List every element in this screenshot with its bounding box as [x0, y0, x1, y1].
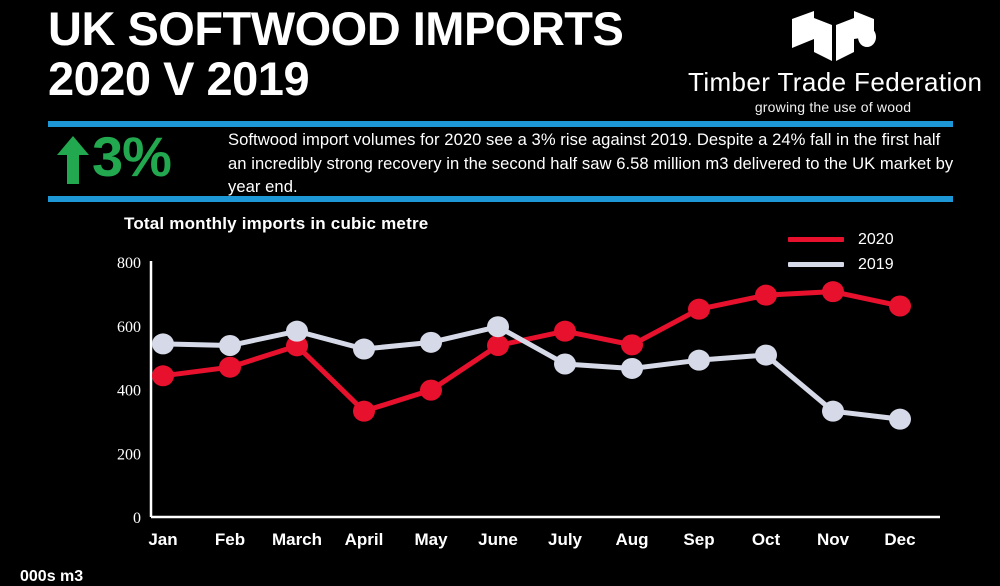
legend-swatch-2020 [788, 237, 844, 242]
chart-region: Total monthly imports in cubic metre 000… [0, 205, 1000, 585]
arrow-up-icon [57, 136, 89, 184]
data-point-2020-Jan [152, 365, 174, 387]
page-title: UK SOFTWOOD IMPORTS 2020 V 2019 [48, 2, 708, 106]
chart-title: Total monthly imports in cubic metre [124, 214, 429, 233]
data-point-2020-March [286, 335, 308, 357]
page-title-line-2: 2020 V 2019 [48, 52, 310, 106]
data-point-2020-May [420, 379, 442, 401]
data-point-2019-March [286, 320, 308, 342]
legend-item-2019: 2019 [788, 252, 938, 277]
x-axis-tick-labels: Jan Feb March April May June July Aug Sep Oct Nov D… [148, 530, 915, 549]
y-tick-0: 0 [133, 510, 141, 527]
series-line-2019 [160, 324, 903, 422]
brand-block: Timber Trade Federation growing the use … [688, 6, 983, 116]
x-tick-sep: Sep [683, 530, 714, 549]
y-tick-400: 400 [117, 383, 141, 400]
divider-top [48, 121, 953, 127]
chart-plot: 0 200 400 600 800 Jan Feb March April May June Jul… [117, 255, 940, 549]
data-point-2020-Nov [822, 281, 844, 303]
header: UK SOFTWOOD IMPORTS 2020 V 2019 Timber T… [0, 0, 1000, 118]
callout-description: Softwood import volumes for 2020 see a 3… [228, 130, 954, 197]
timber-book-logo-icon [792, 11, 876, 61]
data-point-2020-July [554, 320, 576, 342]
series-layer [152, 281, 911, 430]
data-point-2020-Dec [889, 295, 911, 317]
divider-bottom [48, 196, 953, 202]
x-tick-june: June [478, 530, 518, 549]
x-tick-aug: Aug [615, 530, 648, 549]
data-point-2019-Aug [621, 357, 643, 379]
x-tick-oct: Oct [752, 530, 781, 549]
legend-label-2020: 2020 [858, 230, 894, 248]
stat-value: 3% [92, 125, 172, 188]
legend-item-2020: 2020 [788, 227, 938, 252]
y-axis-tick-labels: 0 200 400 600 800 [117, 255, 141, 527]
x-tick-feb: Feb [215, 530, 245, 549]
data-point-2019-Sep [688, 349, 710, 371]
x-tick-jan: Jan [148, 530, 177, 549]
legend-label-2019: 2019 [858, 255, 894, 273]
data-point-2019-Feb [219, 335, 241, 357]
brand-tagline: growing the use of wood [754, 99, 912, 116]
data-point-2019-May [420, 331, 442, 353]
x-tick-nov: Nov [817, 530, 850, 549]
y-tick-200: 200 [117, 446, 141, 463]
x-tick-march: March [272, 530, 322, 549]
y-tick-800: 800 [117, 255, 141, 272]
data-point-2020-April [353, 400, 375, 422]
data-point-2019-Jan [152, 333, 174, 355]
data-point-2020-Sep [688, 298, 710, 320]
data-point-2020-Oct [755, 284, 777, 306]
data-point-2020-Feb [219, 356, 241, 378]
x-tick-july: July [548, 530, 583, 549]
data-point-2019-Oct [755, 344, 777, 366]
y-axis-title: 000s m3 [20, 568, 84, 585]
callout-block: 3% Softwood import volumes for 2020 see … [48, 126, 953, 196]
x-tick-may: May [414, 530, 448, 549]
data-point-2020-June [487, 335, 509, 357]
series-line-2020 [160, 289, 903, 414]
x-tick-dec: Dec [884, 530, 915, 549]
y-tick-600: 600 [117, 319, 141, 336]
data-point-2019-Dec [889, 408, 911, 430]
data-point-2019-Nov [822, 400, 844, 422]
x-tick-april: April [345, 530, 384, 549]
legend-swatch-2019 [788, 262, 844, 267]
chart-legend: 2020 2019 [788, 227, 938, 277]
data-point-2019-June [487, 316, 509, 338]
data-point-2019-April [353, 338, 375, 360]
page-title-line-1: UK SOFTWOOD IMPORTS [48, 2, 624, 55]
data-point-2020-Aug [621, 334, 643, 356]
brand-name: Timber Trade Federation [688, 67, 983, 97]
data-point-2019-July [554, 353, 576, 375]
stat-highlight: 3% [56, 126, 246, 188]
